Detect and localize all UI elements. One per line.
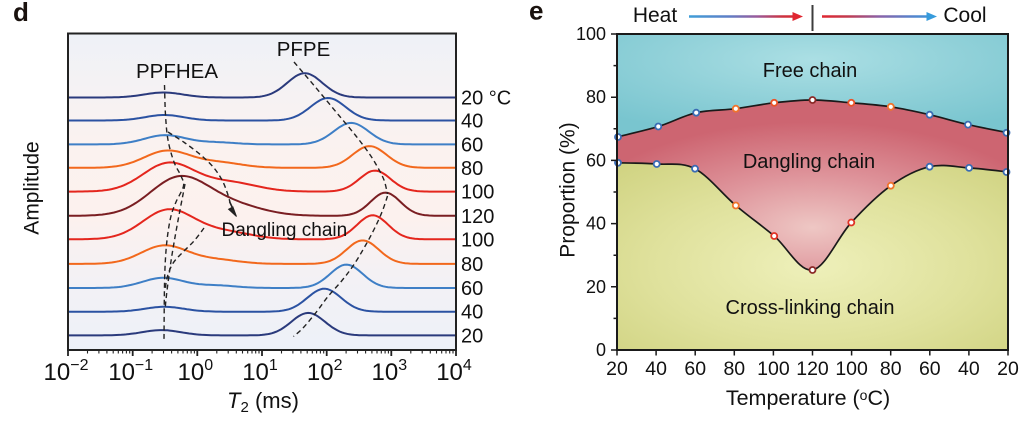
svg-text:10−2: 10−2 [44, 357, 89, 386]
svg-text:20: 20 [997, 358, 1019, 380]
svg-text:Cross-linking chain: Cross-linking chain [726, 297, 895, 319]
svg-text:80: 80 [723, 358, 745, 380]
svg-text:T2 (ms): T2 (ms) [227, 388, 299, 416]
svg-text:60: 60 [461, 134, 483, 156]
svg-text:Dangling chain: Dangling chain [222, 220, 348, 241]
svg-text:100: 100 [757, 358, 790, 380]
svg-text:20 °C: 20 °C [461, 88, 511, 110]
svg-text:120: 120 [461, 206, 494, 228]
svg-text:60: 60 [586, 150, 606, 170]
svg-text:Heat: Heat [633, 4, 678, 27]
svg-text:20: 20 [461, 325, 483, 347]
svg-text:80: 80 [586, 87, 606, 107]
svg-text:Amplitude: Amplitude [21, 141, 44, 234]
svg-text:60: 60 [684, 358, 706, 380]
svg-text:Free chain: Free chain [763, 60, 858, 82]
svg-text:100: 100 [461, 182, 494, 204]
svg-text:20: 20 [586, 277, 606, 297]
svg-text:40: 40 [461, 111, 483, 133]
svg-text:80: 80 [461, 158, 483, 180]
svg-text:40: 40 [958, 358, 980, 380]
svg-text:40: 40 [586, 214, 606, 234]
svg-text:PFPE: PFPE [277, 38, 331, 61]
svg-text:60: 60 [461, 278, 483, 300]
svg-text:40: 40 [645, 358, 667, 380]
svg-text:100: 100 [576, 24, 606, 44]
svg-text:80: 80 [461, 254, 483, 276]
svg-text:100: 100 [461, 229, 494, 251]
svg-text:40: 40 [461, 302, 483, 324]
svg-text:Dangling chain: Dangling chain [743, 151, 875, 173]
svg-text:d: d [13, 0, 29, 27]
svg-text:60: 60 [919, 358, 941, 380]
svg-text:PPFHEA: PPFHEA [136, 60, 218, 83]
svg-text:100: 100 [835, 358, 868, 380]
svg-text:e: e [529, 0, 543, 26]
svg-text:Proportion (%): Proportion (%) [557, 122, 580, 257]
svg-text:20: 20 [606, 358, 628, 380]
svg-text:80: 80 [880, 358, 902, 380]
svg-text:Cool: Cool [943, 4, 986, 27]
svg-text:120: 120 [796, 358, 829, 380]
svg-text:0: 0 [596, 340, 606, 360]
